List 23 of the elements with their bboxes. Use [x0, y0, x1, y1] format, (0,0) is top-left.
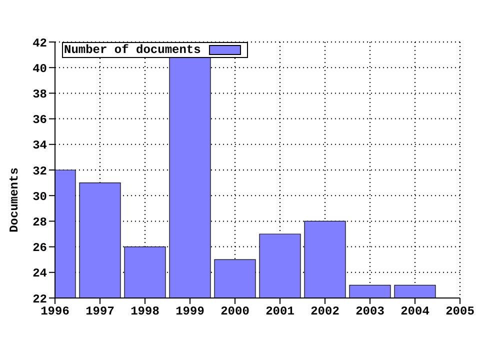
x-tick-label: 1997 [86, 304, 114, 319]
y-tick-label: 28 [32, 215, 47, 230]
x-tick-label: 2004 [400, 304, 430, 319]
x-tick-label: 1996 [40, 304, 70, 319]
y-tick-label: 24 [32, 266, 47, 281]
y-tick-label: 34 [32, 138, 47, 153]
y-tick-label: 30 [32, 190, 47, 204]
x-tick-label: 2001 [266, 304, 294, 319]
x-tick-label: 2003 [356, 304, 384, 319]
y-tick-label: 26 [32, 241, 47, 256]
x-tick-label: 1998 [130, 304, 160, 319]
y-tick-label: 32 [32, 164, 47, 178]
y-tick-label: 38 [32, 87, 47, 102]
x-tick-label: 2002 [310, 304, 340, 319]
x-tick-label: 2000 [220, 304, 250, 319]
legend-label: Number of documents [64, 43, 201, 57]
y-tick-label: 36 [32, 113, 47, 128]
x-tick-label: 2005 [446, 304, 474, 319]
y-tick-label: 40 [32, 62, 47, 76]
y-axis-title: Documents [7, 168, 22, 232]
x-tick-label: 1999 [176, 304, 204, 319]
y-tick-label: 42 [32, 36, 47, 50]
y-tick-label: 22 [32, 292, 47, 306]
